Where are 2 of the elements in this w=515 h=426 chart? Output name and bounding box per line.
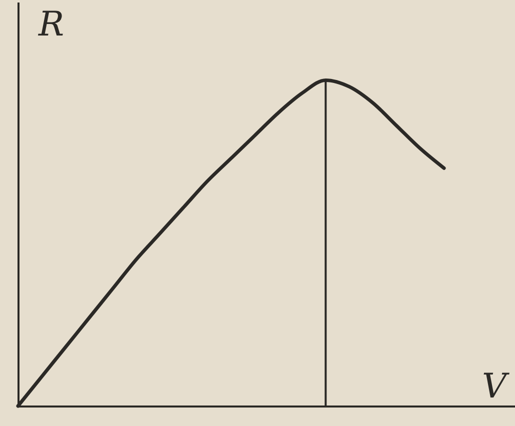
x-axis-title: V <box>482 366 510 406</box>
y-axis-title: R <box>38 4 64 44</box>
